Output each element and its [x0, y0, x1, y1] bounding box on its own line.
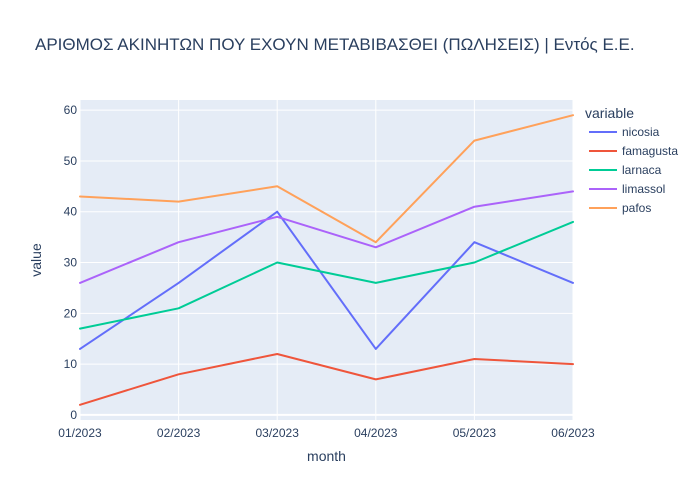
x-tick-label: 05/2023: [453, 426, 497, 440]
legend-title: variable: [585, 105, 634, 121]
legend-item-limassol[interactable]: limassol: [589, 182, 665, 196]
legend-label: nicosia: [622, 125, 660, 139]
series-line-pafos[interactable]: [79, 114, 574, 244]
x-tick-label: 01/2023: [58, 426, 102, 440]
x-tick-label: 03/2023: [256, 426, 300, 440]
series-lines: [79, 114, 574, 406]
y-tick-label: 30: [64, 256, 78, 270]
y-tick-label: 10: [64, 357, 78, 371]
y-tick-label: 0: [70, 408, 77, 422]
series-line-famagusta[interactable]: [79, 353, 574, 406]
x-axis-title: month: [307, 448, 346, 464]
y-axis-title: value: [28, 243, 44, 277]
legend-item-larnaca[interactable]: larnaca: [589, 163, 662, 177]
legend-label: famagusta: [622, 144, 678, 158]
grid: [79, 100, 574, 420]
legend-item-famagusta[interactable]: famagusta: [589, 144, 678, 158]
legend-label: larnaca: [622, 163, 662, 177]
chart-title: ΑΡΙΘΜΟΣ ΑΚΙΝΗΤΩΝ ΠΟΥ ΕΧΟΥΝ ΜΕΤΑΒΙΒΑΣΘΕΙ …: [35, 35, 635, 54]
series-line-larnaca[interactable]: [79, 220, 574, 330]
y-tick-label: 60: [64, 103, 78, 117]
series-line-limassol[interactable]: [79, 190, 574, 284]
plot-area: [80, 100, 573, 420]
x-tick-label: 06/2023: [551, 426, 595, 440]
x-tick-label: 04/2023: [354, 426, 398, 440]
legend-item-nicosia[interactable]: nicosia: [589, 125, 660, 139]
legend-item-pafos[interactable]: pafos: [589, 201, 651, 215]
series-line-nicosia[interactable]: [79, 210, 574, 350]
legend-label: pafos: [622, 201, 651, 215]
y-tick-label: 50: [64, 154, 78, 168]
y-tick-label: 20: [64, 306, 78, 320]
legend[interactable]: variable nicosia famagusta larnaca limassol…: [585, 105, 678, 215]
legend-label: limassol: [622, 182, 665, 196]
y-tick-label: 40: [64, 205, 78, 219]
axis-ticks: 01/2023 02/2023 03/2023 04/2023 05/2023 06/20…: [58, 103, 595, 440]
legend-items[interactable]: nicosia famagusta larnaca limassol pafos: [589, 125, 678, 215]
x-tick-label: 02/2023: [157, 426, 201, 440]
